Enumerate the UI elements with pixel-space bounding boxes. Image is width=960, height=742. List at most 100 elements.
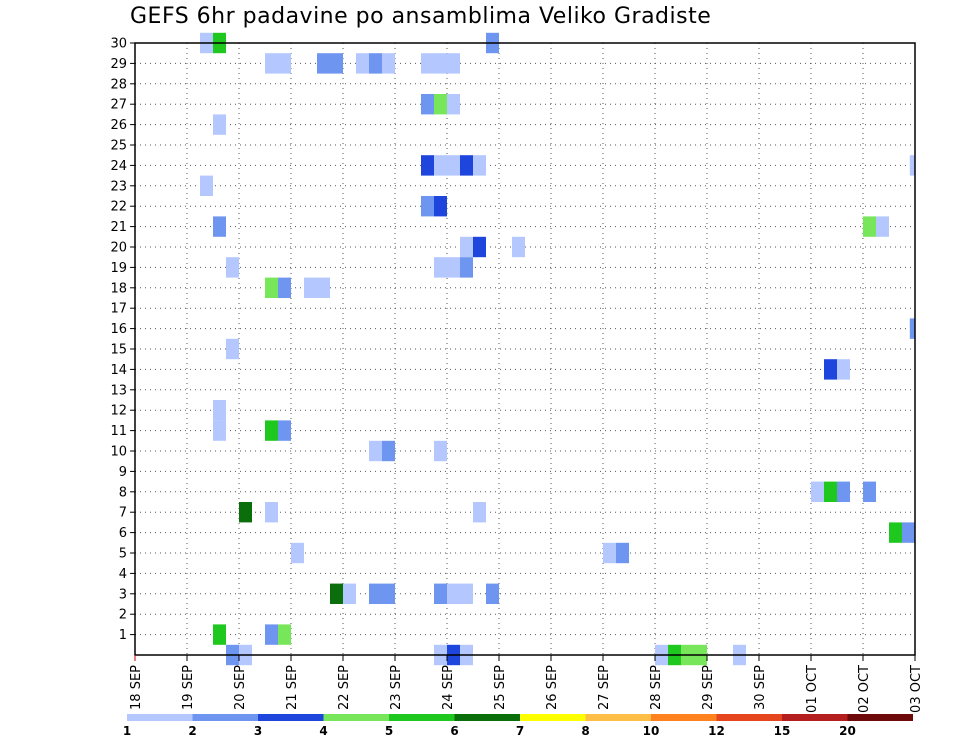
y-tick-label: 19: [110, 261, 127, 276]
chart-title: GEFS 6hr padavine po ansamblima Veliko G…: [130, 4, 712, 29]
x-tick-label: 23 SEP: [389, 665, 404, 710]
precip-cell: [213, 624, 226, 645]
x-tick-label: 18 SEP: [129, 665, 144, 710]
precip-cell: [317, 277, 330, 298]
colorbar-swatch: [192, 714, 258, 721]
precip-cell: [811, 481, 824, 502]
precip-cell: [434, 94, 447, 115]
y-tick-label: 29: [110, 57, 127, 72]
y-tick-label: 10: [110, 445, 127, 460]
precip-cell: [213, 420, 226, 441]
colorbar-label: 4: [319, 724, 327, 738]
x-tick-label: 29 SEP: [701, 665, 716, 710]
x-tick-label: 21 SEP: [285, 665, 300, 710]
precip-cell: [824, 481, 837, 502]
colorbar-label: 8: [581, 724, 589, 738]
precip-cell: [447, 53, 460, 74]
precip-cell: [317, 53, 330, 74]
precip-cell: [226, 257, 239, 278]
precip-cell: [265, 277, 278, 298]
precip-cell: [434, 53, 447, 74]
precip-cell: [837, 359, 850, 380]
precip-cell: [265, 53, 278, 74]
precip-cell: [343, 583, 356, 604]
y-tick-label: 3: [119, 587, 127, 602]
colorbar-swatch: [323, 714, 389, 721]
x-tick-label: 22 SEP: [337, 665, 352, 710]
precip-cell: [382, 583, 395, 604]
y-tick-label: 9: [119, 465, 127, 480]
colorbar-swatch: [389, 714, 455, 721]
precip-cell: [382, 53, 395, 74]
colorbar-swatch: [127, 714, 193, 721]
precip-cell: [824, 359, 837, 380]
precip-cell: [876, 216, 889, 237]
precip-cell: [616, 542, 629, 564]
precip-cell: [837, 481, 850, 502]
y-tick-label: 16: [110, 322, 127, 337]
precip-cell: [460, 155, 473, 176]
precip-cell: [291, 542, 304, 564]
colorbar-label: 15: [774, 724, 791, 738]
x-tick-label: 24 SEP: [441, 665, 456, 710]
precip-cell: [603, 542, 616, 564]
colorbar-swatch: [520, 714, 586, 721]
x-tick-label: 25 SEP: [493, 665, 508, 710]
precip-cell: [369, 440, 382, 462]
colorbar-label: 10: [643, 724, 660, 738]
precip-cell: [265, 624, 278, 645]
precip-cell: [421, 155, 434, 176]
y-tick-label: 22: [110, 200, 127, 215]
precip-cell: [902, 522, 915, 543]
y-tick-label: 6: [119, 526, 127, 541]
y-tick-label: 1: [119, 628, 127, 643]
y-tick-label: 27: [110, 98, 127, 113]
precip-cell: [434, 196, 447, 217]
precip-cell: [863, 481, 876, 502]
colorbar-label: 1: [123, 724, 131, 738]
precip-cell: [434, 583, 447, 604]
precip-cell: [265, 420, 278, 441]
y-tick-label: 25: [110, 139, 127, 154]
precip-cell: [278, 420, 291, 441]
x-tick-label: 19 SEP: [181, 665, 196, 710]
y-tick-label: 28: [110, 77, 127, 92]
y-tick-label: 18: [110, 281, 127, 296]
y-tick-label: 23: [110, 179, 127, 194]
x-tick-label: 27 SEP: [597, 665, 612, 710]
precip-cell: [382, 440, 395, 462]
precip-cell: [213, 114, 226, 135]
colorbar-swatch: [716, 714, 782, 721]
colorbar-label: 6: [450, 724, 458, 738]
colorbar-label: 3: [254, 724, 262, 738]
colorbar-swatch: [585, 714, 651, 721]
precip-cell: [265, 502, 278, 523]
y-tick-label: 30: [110, 37, 127, 52]
y-tick-label: 17: [110, 302, 127, 317]
precip-cell: [200, 175, 213, 196]
precip-cell: [213, 400, 226, 421]
y-tick-label: 15: [110, 343, 127, 358]
y-tick-label: 2: [119, 608, 127, 623]
precip-cell: [460, 257, 473, 278]
precip-cell: [447, 257, 460, 278]
precip-cell: [434, 155, 447, 176]
precip-cell: [304, 277, 317, 298]
y-tick-label: 5: [119, 547, 127, 562]
precip-cell: [447, 583, 460, 604]
x-tick-label: 28 SEP: [649, 665, 664, 710]
y-tick-label: 20: [110, 241, 127, 256]
precip-cell: [909, 318, 915, 339]
colorbar-label: 5: [385, 724, 393, 738]
precip-cell: [421, 53, 434, 74]
colorbar-swatch: [847, 714, 913, 721]
precip-cell: [226, 338, 239, 360]
precip-cell: [330, 583, 343, 604]
precip-cell: [460, 236, 473, 258]
precip-cell: [889, 522, 902, 543]
colorbar-label: 20: [839, 724, 856, 738]
precip-cell: [486, 583, 499, 604]
y-tick-label: 21: [110, 220, 127, 235]
precip-cell: [239, 502, 252, 523]
